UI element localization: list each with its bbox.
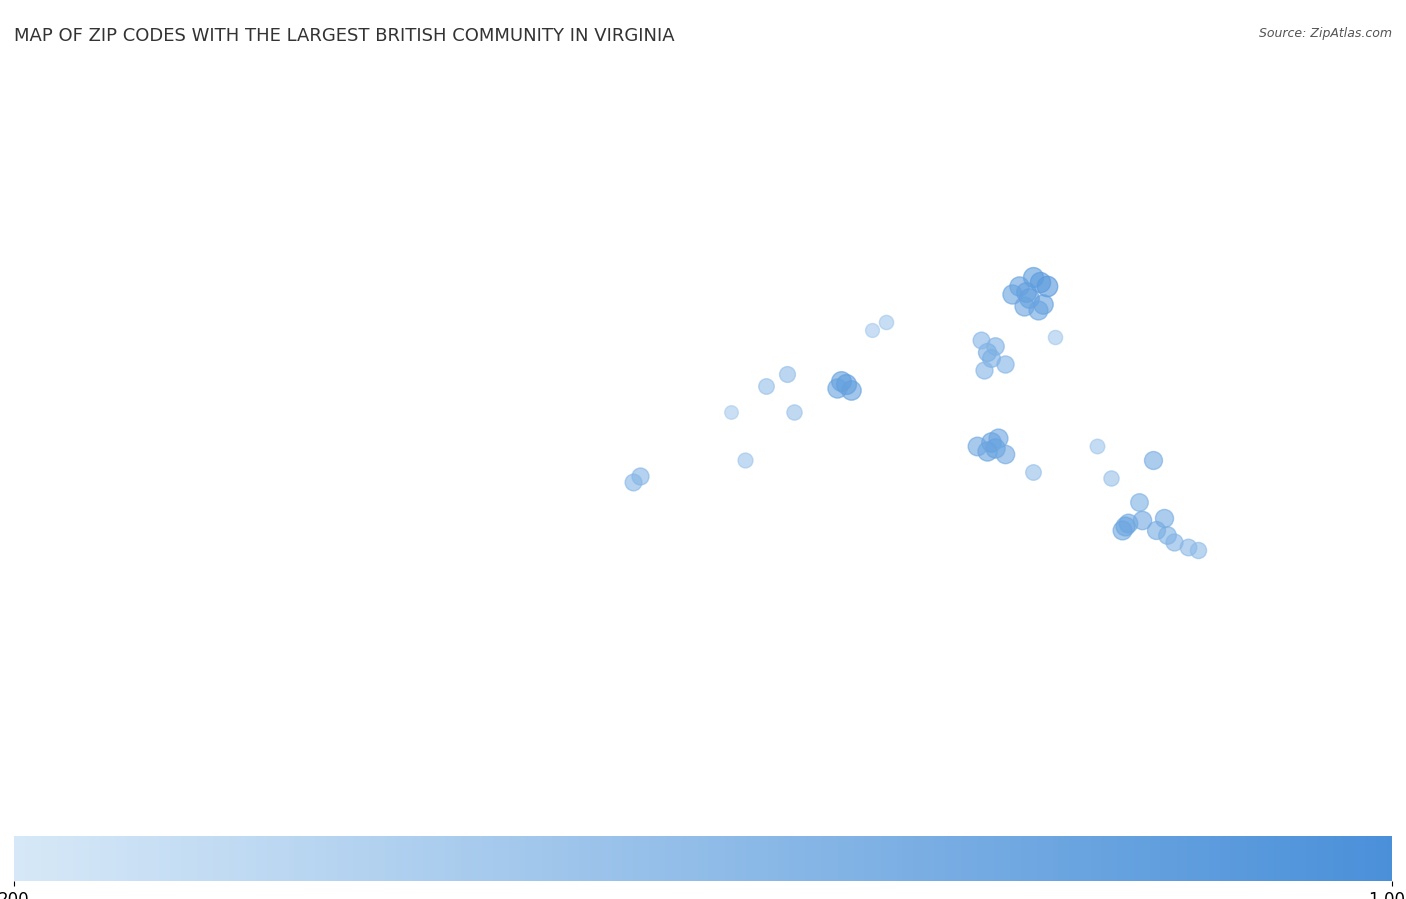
Point xyxy=(1026,303,1049,317)
Point xyxy=(776,366,799,380)
Point xyxy=(987,432,1010,446)
Point xyxy=(1001,287,1024,301)
Point xyxy=(1187,543,1209,557)
Point xyxy=(875,315,897,329)
Point xyxy=(984,339,1007,353)
Point xyxy=(621,475,644,489)
Point xyxy=(1144,522,1167,537)
Point xyxy=(1156,528,1178,542)
Point xyxy=(1142,453,1164,467)
Point xyxy=(1008,279,1031,293)
Text: MAP OF ZIP CODES WITH THE LARGEST BRITISH COMMUNITY IN VIRGINIA: MAP OF ZIP CODES WITH THE LARGEST BRITIS… xyxy=(14,27,675,45)
Point xyxy=(755,378,778,393)
Point xyxy=(1128,495,1150,510)
Point xyxy=(1032,297,1054,311)
Point xyxy=(1022,270,1045,284)
Point xyxy=(783,405,806,419)
Point xyxy=(1012,299,1035,314)
Point xyxy=(720,405,742,419)
Point xyxy=(1018,290,1040,305)
Point xyxy=(1153,511,1175,525)
Point xyxy=(835,378,858,392)
Point xyxy=(1114,519,1136,533)
Point xyxy=(1085,439,1108,453)
Point xyxy=(980,435,1002,450)
Point xyxy=(1116,515,1139,530)
Point xyxy=(1099,471,1122,485)
Point xyxy=(980,351,1002,365)
Point xyxy=(825,381,848,396)
Point xyxy=(628,468,651,483)
Point xyxy=(1163,535,1185,549)
Point xyxy=(1177,539,1199,554)
Point xyxy=(976,344,998,359)
Point xyxy=(839,383,862,397)
Point xyxy=(973,362,995,377)
Point xyxy=(1043,330,1066,344)
Text: Source: ZipAtlas.com: Source: ZipAtlas.com xyxy=(1258,27,1392,40)
Point xyxy=(994,357,1017,371)
Point xyxy=(1130,513,1153,528)
Point xyxy=(860,323,883,337)
Point xyxy=(1029,275,1052,289)
Point xyxy=(984,441,1007,455)
Point xyxy=(1015,284,1038,298)
Point xyxy=(1111,522,1133,537)
Point xyxy=(994,447,1017,461)
Point xyxy=(1022,465,1045,479)
Point xyxy=(734,453,756,467)
Point xyxy=(970,333,993,347)
Point xyxy=(1036,279,1059,293)
Point xyxy=(976,443,998,458)
Point xyxy=(966,439,988,453)
Point xyxy=(830,374,852,388)
